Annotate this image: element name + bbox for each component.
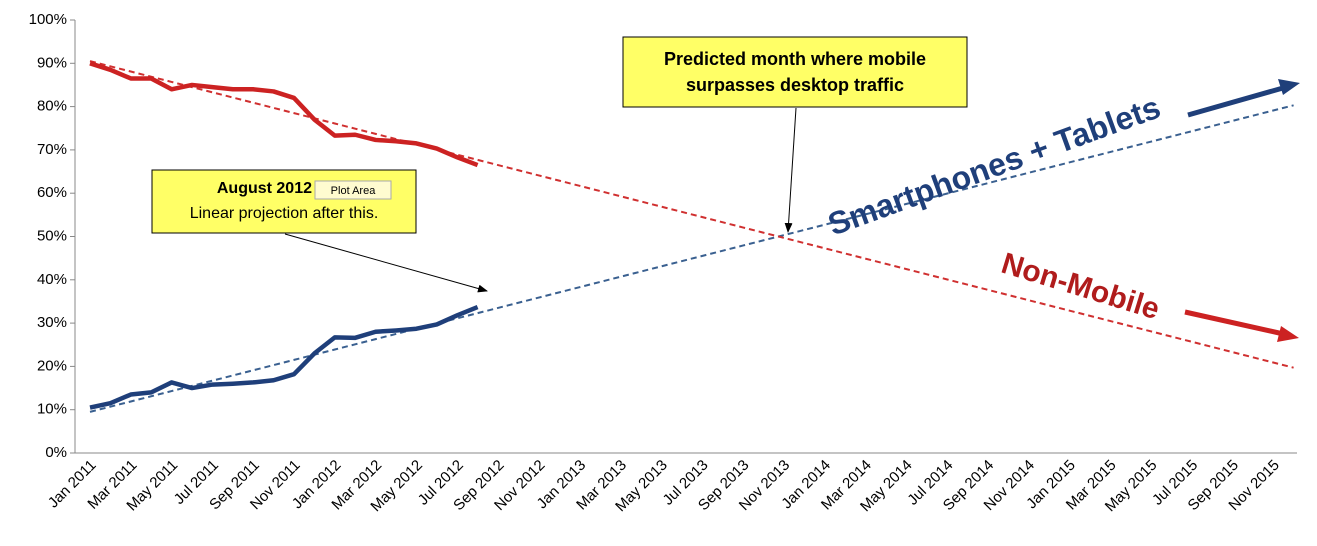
trend-arrow-head (1278, 79, 1300, 95)
y-tick-label: 50% (37, 227, 67, 244)
tooltip-text: Plot Area (331, 185, 377, 197)
y-tick-label: 80% (37, 98, 67, 115)
trend-line (89, 60, 1294, 369)
series-label: Smartphones + Tablets (823, 89, 1165, 243)
y-tick-label: 100% (29, 11, 67, 28)
tooltip (314, 180, 392, 200)
annotation: Linear projection after this. (190, 205, 379, 222)
annotation: Predicted month where mobile (664, 49, 926, 69)
trend-arrow (1184, 309, 1289, 338)
series-line (89, 61, 479, 168)
trend-line (89, 104, 1294, 413)
annotation: August 2012 (217, 180, 312, 197)
y-tick-label: 40% (37, 271, 67, 288)
y-tick-label: 60% (37, 184, 67, 201)
trend-arrow-head (1277, 326, 1299, 342)
y-tick-label: 0% (45, 444, 67, 461)
y-tick-label: 70% (37, 141, 67, 158)
y-tick-label: 10% (37, 401, 67, 418)
annotation-box (622, 36, 968, 108)
y-tick-label: 20% (37, 357, 67, 374)
annotation-arrow (284, 233, 488, 293)
annotation-arrow (784, 107, 797, 233)
y-tick-label: 30% (37, 314, 67, 331)
series-line (89, 304, 479, 410)
annotation: surpasses desktop traffic (686, 75, 904, 95)
y-tick-label: 90% (37, 54, 67, 71)
trend-arrow (1187, 83, 1291, 118)
